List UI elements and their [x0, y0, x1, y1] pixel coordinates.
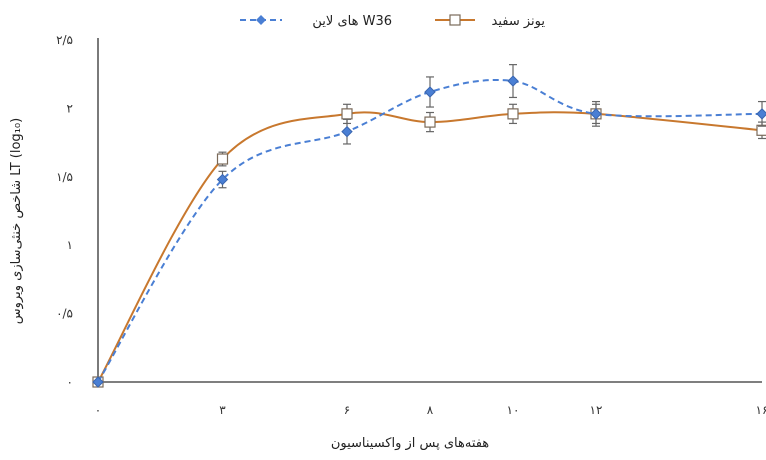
y-tick-label: ۲/۵ [56, 33, 73, 47]
y-tick-label: ۰ [67, 375, 73, 389]
y-tick-label: ۰/۵ [56, 307, 73, 321]
data-point [216, 173, 229, 186]
legend: های لاین W36 یونز سفید [240, 14, 545, 29]
data-point [424, 86, 436, 98]
data-point [756, 124, 766, 136]
y-tick-label: ۱/۵ [56, 170, 73, 184]
data-point [756, 108, 766, 120]
y-tick-label: ۱ [67, 238, 73, 252]
x-tick-label: ۱۲ [590, 403, 603, 417]
data-point [341, 108, 353, 120]
legend-marker [449, 14, 461, 26]
data-point [216, 153, 229, 165]
x-tick-label: ۱۶ [756, 403, 766, 417]
series-1 [92, 103, 766, 388]
axes [97, 38, 762, 383]
data-point [507, 108, 519, 120]
x-tick-label: ۸ [427, 403, 434, 417]
tick-labels: ۰ ۰/۵ ۱ ۱/۵ ۲ ۲/۵ ۰ ۳ ۶ ۸ ۱۰ ۱۲ ۱۶ [56, 33, 766, 417]
data-point [590, 108, 602, 120]
y-axis-title: شاخص خنثی‌سازی ویروس LT (log₁₀) [9, 118, 24, 324]
data-point [424, 116, 436, 128]
series-line [97, 111, 763, 383]
y-tick-label: ۲ [67, 101, 73, 115]
series-0 [92, 64, 766, 388]
legend-label: های لاین W36 [312, 14, 392, 29]
data-point [341, 125, 353, 138]
legend-item-white: یونز سفید [435, 14, 545, 29]
x-axis-title: هفته‌های پس از واکسیناسیون [331, 436, 489, 451]
x-tick-label: ۱۰ [507, 403, 520, 417]
x-tick-label: ۰ [95, 403, 101, 417]
legend-item-w36: های لاین W36 [240, 14, 392, 29]
x-tick-label: ۶ [344, 403, 350, 417]
data-point [507, 75, 519, 87]
data-point [92, 376, 104, 388]
x-tick-label: ۳ [219, 403, 226, 417]
legend-marker [256, 15, 266, 25]
legend-label: یونز سفید [492, 14, 546, 29]
series-layer [92, 64, 766, 388]
